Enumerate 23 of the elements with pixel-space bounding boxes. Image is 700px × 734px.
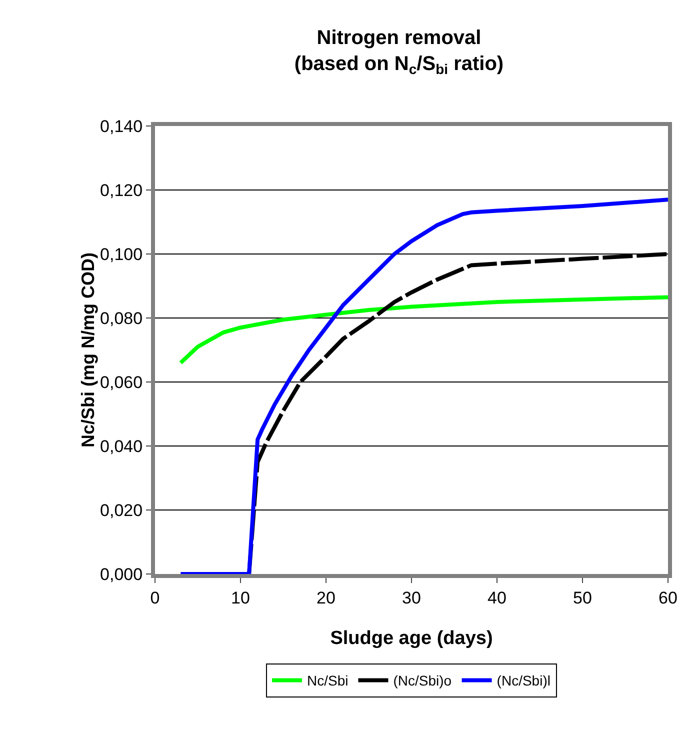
y-tick-label: 0,020 xyxy=(100,500,143,520)
y-tick-label: 0,120 xyxy=(100,180,143,200)
y-tick-label: 0,080 xyxy=(100,308,143,328)
y-tick-label: 0,100 xyxy=(100,244,143,264)
x-axis-title: Sludge age (days) xyxy=(330,628,493,649)
x-tick-label: 50 xyxy=(573,588,592,608)
y-tick-label: 0,000 xyxy=(100,564,143,584)
y-tick-label: 0,040 xyxy=(100,436,143,456)
x-tick-label: 20 xyxy=(316,588,336,608)
x-tick-label: 30 xyxy=(402,588,421,608)
x-tick-label: 10 xyxy=(231,588,250,608)
chart-title: Nitrogen removal (based on N$_{c}$/S$_{bi}$ ratio) xyxy=(294,27,504,78)
y-axis-title: Nc/Sbi (mg N/mg COD) xyxy=(78,252,98,448)
x-tick-label: 60 xyxy=(658,588,678,608)
legend-label: (Nc/Sbi)o xyxy=(393,672,452,689)
legend-label: Nc/Sbi xyxy=(307,672,348,689)
legend-label: (Nc/Sbi)l xyxy=(496,672,550,689)
line-series xyxy=(178,295,668,365)
x-tick-label: 40 xyxy=(488,588,506,608)
y-tick-label: 0,140 xyxy=(100,116,143,136)
line-series xyxy=(178,198,668,574)
x-tick-label: 0 xyxy=(150,588,160,608)
y-tick-label: 0,060 xyxy=(100,372,143,392)
